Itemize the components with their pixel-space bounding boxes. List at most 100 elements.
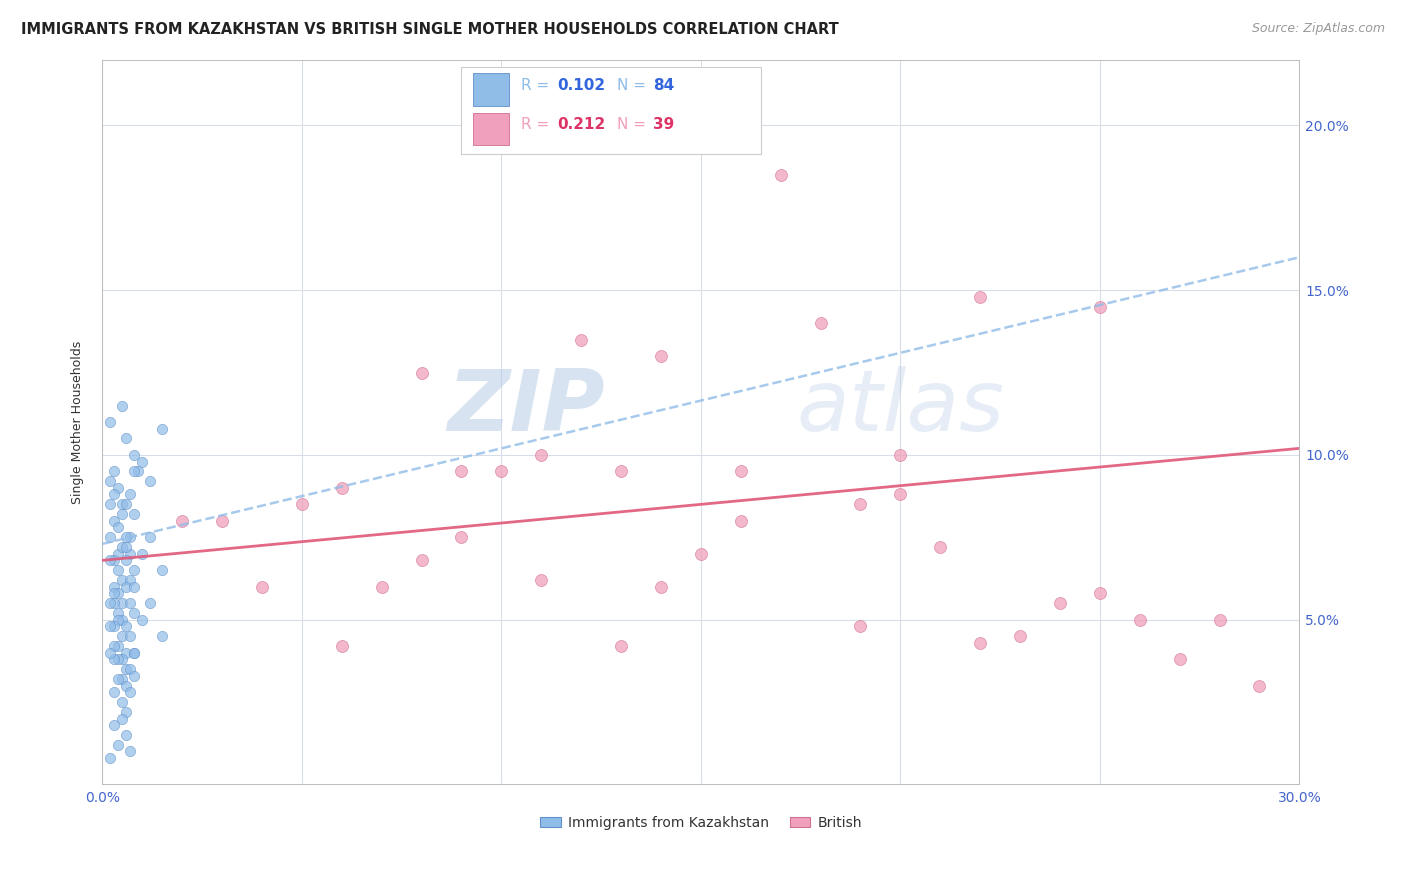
Text: N =: N = [617,78,651,93]
Point [889,487,911,501]
Point [115,497,138,511]
Point [122,508,145,522]
Point [98,497,121,511]
Point [98,646,121,660]
Point [111,508,134,522]
Point [1049,596,1071,610]
Point [1088,300,1111,314]
Point [107,520,129,534]
Point [115,580,138,594]
Point [610,464,633,478]
Point [107,639,129,653]
Point [769,168,792,182]
Point [103,580,125,594]
Point [849,619,872,633]
Point [1168,652,1191,666]
Point [103,596,125,610]
Point [115,553,138,567]
Point [107,606,129,620]
Point [689,547,711,561]
Point [107,613,129,627]
Point [291,497,314,511]
Text: 0.102: 0.102 [557,78,606,93]
Point [115,530,138,544]
Point [98,415,121,429]
Text: ZIP: ZIP [447,366,605,449]
Point [111,497,134,511]
Point [115,432,138,446]
Point [1249,679,1271,693]
Point [111,613,134,627]
Point [122,646,145,660]
Point [103,639,125,653]
Point [115,728,138,742]
Point [107,738,129,752]
Point [120,685,142,699]
Point [969,636,991,650]
Point [889,448,911,462]
Point [98,596,121,610]
Point [103,553,125,567]
Text: Source: ZipAtlas.com: Source: ZipAtlas.com [1251,22,1385,36]
Point [172,514,194,528]
Text: R =: R = [522,118,554,132]
Point [1010,629,1032,643]
Point [103,514,125,528]
Point [107,586,129,600]
Point [111,399,134,413]
Point [122,606,145,620]
Point [111,596,134,610]
Point [111,695,134,709]
Point [120,547,142,561]
Point [131,454,153,468]
Point [111,672,134,686]
Point [120,596,142,610]
Point [103,685,125,699]
Point [491,464,513,478]
Point [122,563,145,577]
Point [98,553,121,567]
Text: 39: 39 [652,118,675,132]
Point [139,530,162,544]
Point [969,290,991,304]
Text: IMMIGRANTS FROM KAZAKHSTAN VS BRITISH SINGLE MOTHER HOUSEHOLDS CORRELATION CHART: IMMIGRANTS FROM KAZAKHSTAN VS BRITISH SI… [21,22,839,37]
Point [115,662,138,676]
Point [450,530,472,544]
Point [120,573,142,587]
Point [330,481,353,495]
Point [450,464,472,478]
Point [610,639,633,653]
Point [115,619,138,633]
Point [120,629,142,643]
Point [111,652,134,666]
FancyBboxPatch shape [474,112,509,145]
Point [98,475,121,489]
Point [103,718,125,732]
Point [115,540,138,554]
Point [103,652,125,666]
Point [103,586,125,600]
Point [330,639,353,653]
Text: R =: R = [522,78,554,93]
Point [139,596,162,610]
Point [122,580,145,594]
Point [530,573,553,587]
Point [120,662,142,676]
Point [107,563,129,577]
Point [122,668,145,682]
Point [122,464,145,478]
Point [103,464,125,478]
Point [122,646,145,660]
Point [98,530,121,544]
Point [150,421,173,435]
Point [107,481,129,495]
Point [211,514,233,528]
Point [250,580,273,594]
Point [139,475,162,489]
Point [810,316,832,330]
Point [111,629,134,643]
Point [120,744,142,758]
Point [122,448,145,462]
Point [98,751,121,765]
Point [370,580,392,594]
